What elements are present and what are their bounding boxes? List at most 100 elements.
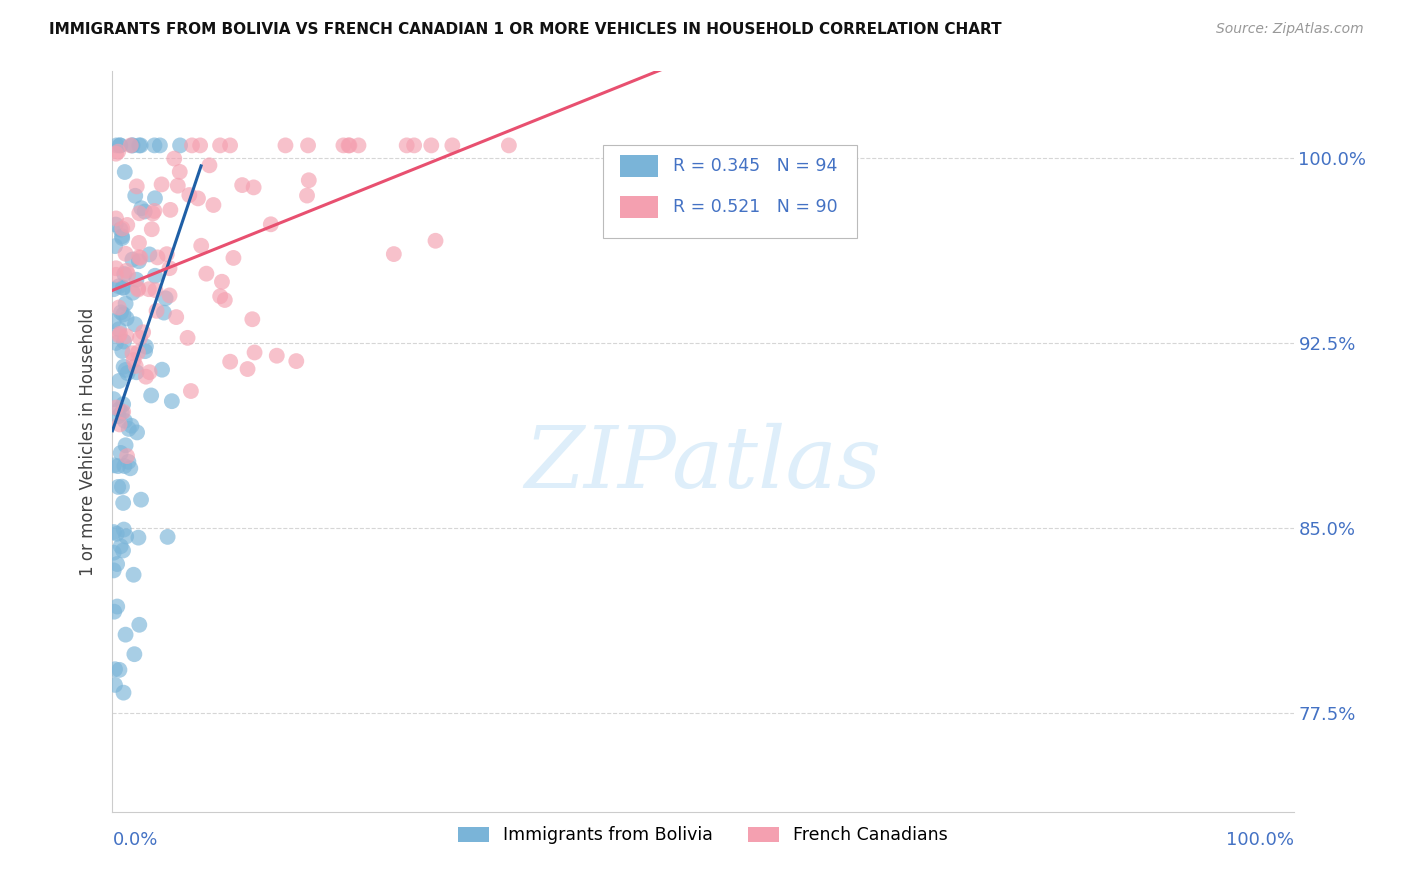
Point [128, 206, 150, 220]
Point [108, 301, 131, 315]
Point [108, 328, 131, 343]
Point [114, 363, 136, 377]
Point [188, 138, 211, 153]
Point [114, 414, 136, 428]
Point [118, 422, 141, 436]
Point [103, 282, 125, 296]
FancyBboxPatch shape [603, 145, 856, 238]
Point [441, 138, 464, 153]
Point [128, 235, 150, 250]
Point [108, 326, 131, 341]
Point [122, 353, 145, 368]
Point [107, 480, 129, 494]
Point [169, 165, 191, 179]
Point [127, 283, 149, 297]
Point [121, 138, 143, 153]
Point [117, 268, 139, 282]
Point [146, 251, 169, 265]
Bar [620, 195, 658, 218]
Point [159, 202, 181, 217]
Point [395, 138, 418, 153]
Point [108, 322, 131, 336]
Point [135, 340, 157, 354]
Point [143, 191, 166, 205]
Point [242, 180, 264, 194]
Point [339, 138, 361, 153]
Point [125, 179, 148, 194]
Point [176, 331, 198, 345]
Point [111, 229, 134, 244]
Point [142, 206, 165, 220]
Point [169, 138, 191, 153]
Point [105, 401, 128, 415]
Point [166, 178, 188, 193]
Point [274, 138, 297, 153]
Point [104, 662, 127, 676]
Point [128, 138, 150, 153]
Point [337, 138, 360, 153]
Point [112, 359, 135, 374]
Point [104, 239, 127, 253]
Point [112, 496, 135, 510]
Point [108, 417, 131, 432]
Point [111, 406, 134, 420]
Point [107, 145, 129, 159]
Point [110, 305, 132, 319]
Point [114, 438, 136, 452]
Point [129, 251, 152, 265]
Point [114, 246, 136, 260]
Point [138, 365, 160, 379]
Point [112, 523, 135, 537]
Point [108, 374, 131, 388]
Point [103, 458, 125, 473]
Point [124, 189, 146, 203]
Point [143, 268, 166, 283]
Point [121, 285, 143, 300]
Point [332, 138, 354, 153]
Point [219, 355, 242, 369]
Point [138, 247, 160, 261]
Point [209, 138, 232, 153]
Point [145, 303, 167, 318]
Point [295, 188, 318, 202]
Point [124, 318, 146, 332]
Point [187, 191, 209, 205]
Point [150, 362, 173, 376]
Point [297, 138, 319, 153]
Point [132, 325, 155, 339]
Point [159, 261, 181, 276]
Point [128, 254, 150, 268]
Point [105, 599, 128, 614]
Point [103, 546, 125, 560]
Point [127, 531, 149, 545]
Point [190, 238, 212, 252]
Point [141, 222, 163, 236]
Point [117, 455, 139, 469]
Point [209, 289, 232, 303]
Point [105, 335, 128, 350]
Point [143, 138, 166, 153]
Point [129, 138, 152, 153]
Point [115, 329, 138, 343]
Point [156, 247, 179, 261]
Point [202, 198, 225, 212]
Point [112, 267, 135, 281]
Bar [620, 155, 658, 178]
Point [104, 218, 127, 232]
Point [159, 288, 181, 302]
Point [115, 264, 138, 278]
Point [222, 251, 245, 265]
Point [219, 138, 242, 153]
Point [103, 314, 125, 328]
Point [112, 405, 135, 419]
Point [120, 461, 142, 475]
Point [198, 158, 221, 172]
Point [107, 409, 129, 424]
Point [125, 359, 148, 373]
Y-axis label: 1 or more Vehicles in Household: 1 or more Vehicles in Household [79, 308, 97, 575]
Point [382, 247, 405, 261]
Point [121, 346, 143, 360]
Point [125, 273, 148, 287]
Point [115, 311, 138, 326]
Point [111, 344, 134, 359]
